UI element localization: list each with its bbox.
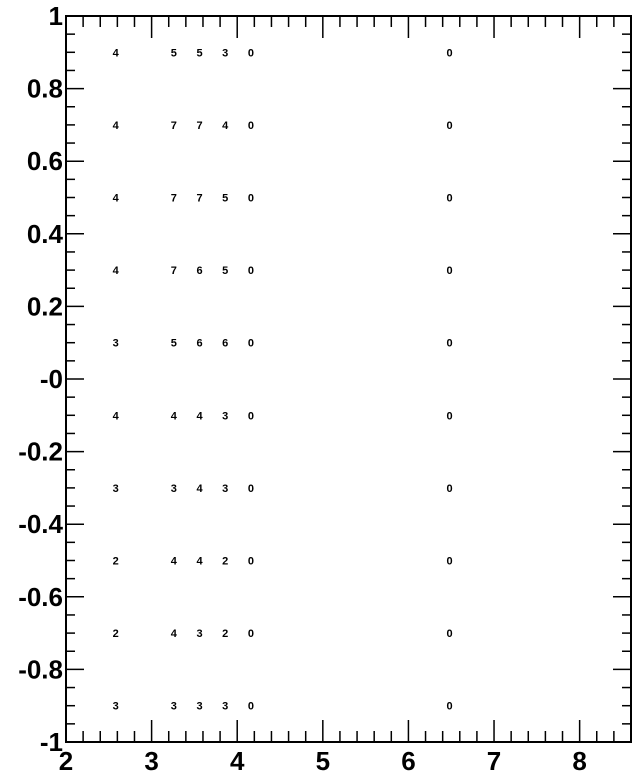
y-tick-label: 1 [49,1,63,31]
cell-value-label: 6 [196,265,202,277]
cell-value-label: 4 [171,556,178,568]
cell-value-label: 4 [113,410,120,422]
cell-value-label: 4 [113,47,120,59]
cell-value-label: 6 [196,338,202,350]
cell-value-label: 0 [248,338,254,350]
cell-value-label: 0 [446,47,452,59]
cell-value-label: 7 [196,120,202,132]
cell-value-label: 3 [113,483,119,495]
cell-value-label: 5 [222,193,228,205]
y-tick-label: -0.6 [18,582,63,612]
cell-value-label: 5 [196,47,202,59]
y-tick-label: 0.6 [27,146,63,176]
y-tick-label: -0.2 [18,437,63,467]
y-tick-label: -0.4 [18,509,63,539]
y-tick-label: 0.4 [27,219,64,249]
cell-value-label: 0 [248,628,254,640]
cell-value-label: 3 [222,483,228,495]
cell-value-label: 3 [196,628,202,640]
x-tick-label: 4 [230,746,245,776]
cell-value-label: 7 [196,193,202,205]
x-tick-label: 6 [401,746,415,776]
cell-value-label: 3 [196,701,202,713]
cell-value-label: 0 [446,701,452,713]
cell-value-label: 7 [171,120,177,132]
y-tick-label: -1 [40,727,63,757]
cell-value-label: 2 [113,556,119,568]
cell-value-label: 0 [248,410,254,422]
x-tick-label: 8 [572,746,586,776]
cell-value-label: 5 [222,265,228,277]
cell-value-label: 3 [171,483,177,495]
cell-value-label: 0 [446,410,452,422]
x-tick-label: 5 [316,746,330,776]
cell-value-label: 4 [196,410,203,422]
cell-value-label: 2 [222,628,228,640]
cell-value-label: 3 [171,701,177,713]
cell-value-label: 0 [446,483,452,495]
cell-value-label: 0 [446,120,452,132]
cell-labels: 4 5 5 3 0 0 4 7 7 4 0 0 4 7 7 5 0 0 4 7 6 5 0 0 3 5 6 6 0 0 4 4 4 3 0 0 3 3 4 3… [113,47,453,712]
cell-value-label: 7 [171,193,177,205]
cell-value-label: 0 [248,120,254,132]
cell-value-label: 7 [171,265,177,277]
cell-value-label: 0 [446,193,452,205]
cell-value-label: 3 [113,338,119,350]
cell-value-label: 0 [446,338,452,350]
cell-value-label: 0 [446,265,452,277]
cell-value-label: 0 [446,556,452,568]
cell-value-label: 4 [113,265,120,277]
cell-value-label: 4 [196,483,203,495]
cell-value-label: 4 [222,120,229,132]
cell-value-label: 4 [171,410,178,422]
cell-value-label: 0 [446,628,452,640]
x-tick-label: 7 [487,746,501,776]
cell-value-label: 0 [248,193,254,205]
cell-value-label: 4 [171,628,178,640]
cell-value-label: 3 [222,47,228,59]
cell-value-label: 3 [113,701,119,713]
cell-value-label: 0 [248,483,254,495]
cell-value-label: 3 [222,701,228,713]
cell-value-label: 5 [171,338,177,350]
cell-value-label: 6 [222,338,228,350]
cell-value-label: 0 [248,701,254,713]
cell-value-label: 4 [196,556,203,568]
plot-frame [65,15,632,743]
y-tick-label: -0 [40,364,63,394]
y-tick-label: 0.8 [27,74,63,104]
cell-value-label: 2 [222,556,228,568]
y-tick-label: -0.8 [18,654,63,684]
axis-tick-labels: 2 3 4 5 6 7 8 1 0.8 0.6 0.4 0.2 -0 -0.2 -0.4 -0.6 -0.8 -1 [18,1,587,776]
cell-value-label: 4 [113,120,120,132]
cell-value-label: 0 [248,47,254,59]
cell-value-label: 3 [222,410,228,422]
cell-value-label: 2 [113,628,119,640]
x-tick-label: 2 [59,746,73,776]
x-tick-label: 3 [144,746,158,776]
cell-value-label: 0 [248,265,254,277]
cell-value-label: 4 [113,193,120,205]
cell-value-label: 0 [248,556,254,568]
y-tick-label: 0.2 [27,291,63,321]
cell-value-label: 5 [171,47,177,59]
